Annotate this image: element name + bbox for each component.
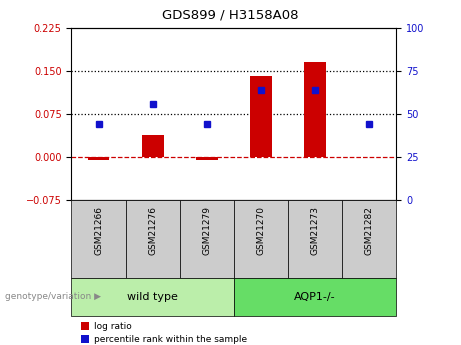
Bar	[88, 157, 109, 160]
Bar	[196, 157, 218, 160]
Bar	[71, 200, 125, 278]
Text: percentile rank within the sample: percentile rank within the sample	[94, 335, 247, 344]
Text: genotype/variation ▶: genotype/variation ▶	[5, 292, 100, 301]
Text: AQP1-/-: AQP1-/-	[295, 292, 336, 302]
Text: wild type: wild type	[127, 292, 178, 302]
Bar	[142, 135, 164, 157]
Text: GSM21270: GSM21270	[256, 206, 266, 255]
Bar	[250, 77, 272, 157]
Bar	[234, 200, 288, 278]
Bar	[180, 200, 234, 278]
Bar	[304, 62, 326, 157]
Text: log ratio: log ratio	[94, 322, 131, 331]
Text: GSM21273: GSM21273	[311, 206, 320, 255]
Bar	[234, 278, 396, 316]
Bar	[71, 278, 234, 316]
Bar	[342, 200, 396, 278]
Text: GSM21282: GSM21282	[365, 206, 374, 255]
Bar	[288, 200, 342, 278]
Bar	[125, 200, 180, 278]
Text: GSM21276: GSM21276	[148, 206, 157, 255]
Text: GSM21279: GSM21279	[202, 206, 212, 255]
Text: GSM21266: GSM21266	[94, 206, 103, 255]
Text: GDS899 / H3158A08: GDS899 / H3158A08	[162, 9, 299, 22]
